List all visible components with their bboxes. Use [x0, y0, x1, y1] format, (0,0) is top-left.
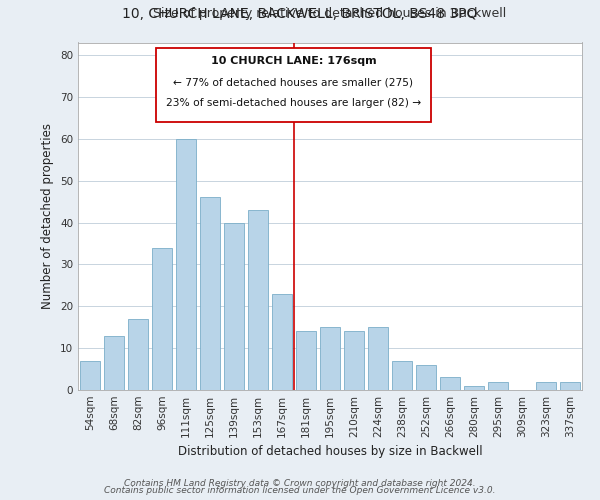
Bar: [104, 336, 124, 390]
Text: ← 77% of detached houses are smaller (275): ← 77% of detached houses are smaller (27…: [173, 77, 413, 87]
Bar: [488, 382, 508, 390]
Bar: [128, 319, 148, 390]
Y-axis label: Number of detached properties: Number of detached properties: [41, 123, 55, 309]
Bar: [272, 294, 292, 390]
Text: Contains public sector information licensed under the Open Government Licence v3: Contains public sector information licen…: [104, 486, 496, 495]
Bar: [80, 360, 100, 390]
Bar: [416, 365, 436, 390]
Bar: [224, 222, 244, 390]
Bar: [248, 210, 268, 390]
Bar: [392, 360, 412, 390]
Bar: [152, 248, 172, 390]
FancyBboxPatch shape: [156, 48, 431, 122]
X-axis label: Distribution of detached houses by size in Backwell: Distribution of detached houses by size …: [178, 446, 482, 458]
Bar: [464, 386, 484, 390]
Bar: [368, 327, 388, 390]
Bar: [536, 382, 556, 390]
Bar: [440, 378, 460, 390]
Text: 23% of semi-detached houses are larger (82) →: 23% of semi-detached houses are larger (…: [166, 98, 421, 108]
Bar: [296, 332, 316, 390]
Text: 10, CHURCH LANE, BACKWELL, BRISTOL, BS48 3PQ: 10, CHURCH LANE, BACKWELL, BRISTOL, BS48…: [122, 8, 478, 22]
Title: Size of property relative to detached houses in Backwell: Size of property relative to detached ho…: [154, 8, 506, 20]
Bar: [200, 198, 220, 390]
Bar: [176, 139, 196, 390]
Bar: [344, 332, 364, 390]
Bar: [320, 327, 340, 390]
Bar: [560, 382, 580, 390]
Text: Contains HM Land Registry data © Crown copyright and database right 2024.: Contains HM Land Registry data © Crown c…: [124, 478, 476, 488]
Text: 10 CHURCH LANE: 176sqm: 10 CHURCH LANE: 176sqm: [211, 56, 376, 66]
